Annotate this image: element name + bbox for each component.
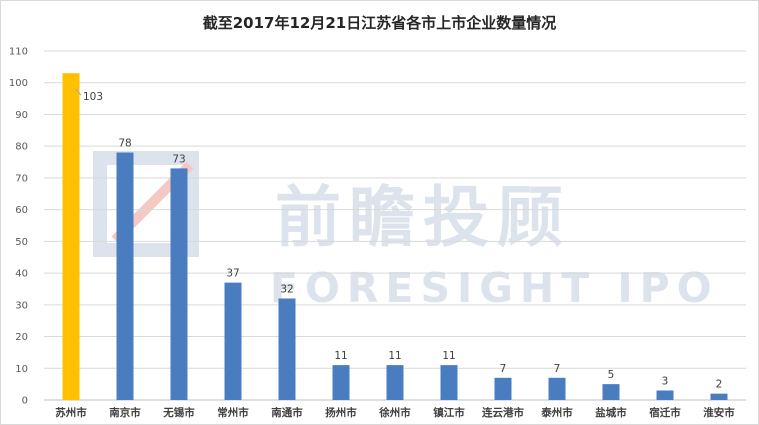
data-label: 7 <box>500 363 507 375</box>
data-label: 32 <box>280 283 293 295</box>
y-tick-label: 50 <box>15 237 28 248</box>
data-label: 3 <box>662 375 669 387</box>
y-tick-label: 0 <box>22 396 28 407</box>
x-category-label: 镇江市 <box>433 406 465 419</box>
bar <box>170 168 188 400</box>
x-category-label: 淮安市 <box>703 406 735 419</box>
data-label: 11 <box>442 350 455 362</box>
data-label: 78 <box>118 138 131 150</box>
data-label: 5 <box>608 369 615 381</box>
data-label: 37 <box>226 268 239 280</box>
y-tick-label: 80 <box>15 142 28 153</box>
x-category-label: 泰州市 <box>540 406 573 419</box>
x-category-label: 徐州市 <box>378 406 411 419</box>
x-category-label: 扬州市 <box>325 406 357 419</box>
data-label: 7 <box>554 363 561 375</box>
watermark-english: FORESIGHT IPO <box>270 264 719 312</box>
data-label: 2 <box>716 379 723 391</box>
y-tick-label: 90 <box>15 110 28 121</box>
bar <box>440 365 458 400</box>
bar <box>224 282 242 400</box>
data-label: 103 <box>83 91 103 103</box>
data-label: 11 <box>388 350 401 362</box>
watermark: 前瞻投顾 FORESIGHT IPO <box>93 151 719 312</box>
y-tick-label: 20 <box>15 332 28 343</box>
x-category-label: 盐城市 <box>595 406 627 419</box>
x-axis-categories: 苏州市 南京市 无锡市 常州市 南通市 扬州市 徐州市 镇江市 连云港市 泰州市 盐城市 宿迁市 淮安市 <box>55 406 735 419</box>
y-tick-label: 30 <box>15 300 28 311</box>
data-label-leader <box>75 88 82 96</box>
bar <box>602 384 620 400</box>
x-category-label: 连云港市 <box>482 406 524 419</box>
bar <box>548 377 566 400</box>
bar <box>710 393 728 400</box>
chart-title: 截至2017年12月21日江苏省各市上市企业数量情况 <box>202 14 557 32</box>
watermark-logo-box <box>93 151 199 257</box>
gridlines <box>44 50 746 401</box>
watermark-chinese: 前瞻投顾 <box>275 179 571 256</box>
x-category-label: 苏州市 <box>55 406 87 419</box>
y-tick-label: 100 <box>9 78 28 89</box>
bar <box>386 365 404 400</box>
y-tick-label: 10 <box>15 364 28 375</box>
bar <box>332 365 350 400</box>
x-category-label: 南通市 <box>271 406 303 419</box>
data-label: 73 <box>172 153 185 165</box>
bar <box>62 73 80 400</box>
y-tick-label: 40 <box>15 269 28 280</box>
bar <box>656 390 674 400</box>
y-tick-label: 110 <box>9 47 28 58</box>
y-axis-ticks: 0 10 20 30 40 50 60 70 80 90 100 110 <box>9 47 28 407</box>
bar <box>278 298 296 400</box>
bar <box>116 152 134 400</box>
data-label: 11 <box>334 350 347 362</box>
bar <box>494 377 512 400</box>
bars <box>62 73 728 400</box>
x-category-label: 无锡市 <box>162 406 195 419</box>
x-category-label: 常州市 <box>217 406 249 419</box>
y-tick-label: 70 <box>15 173 28 184</box>
y-tick-label: 60 <box>15 205 28 216</box>
x-category-label: 南京市 <box>109 406 141 419</box>
x-category-label: 宿迁市 <box>649 406 681 419</box>
